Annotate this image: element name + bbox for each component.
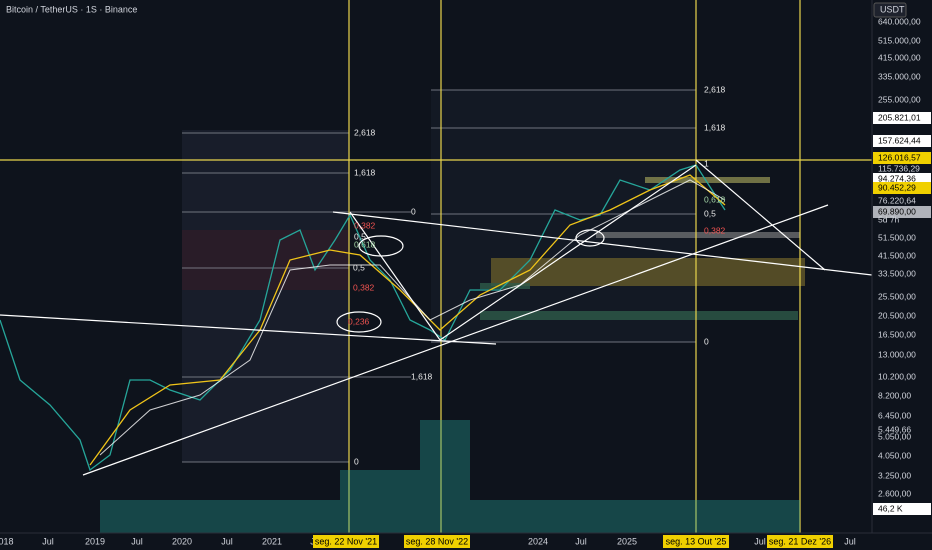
fib-label: 0,382 [354,220,376,230]
price-tag-label: 5d 7h [878,214,900,224]
price-label: 3.250,00 [878,470,911,480]
price-tag-label: 90.452,29 [878,182,916,192]
price-tag-label: 46,2 K [878,503,903,513]
price-path [0,164,726,472]
price-label: 640.000,00 [878,16,921,26]
price-label: 415.000,00 [878,52,921,62]
fib-label: 0 [704,336,709,346]
fib-label: 2,618 [704,84,726,94]
fib-band [182,230,349,290]
moving-average [89,174,726,466]
price-label: 6.450,00 [878,410,911,420]
fib-lines [182,89,696,463]
volume [100,420,800,533]
time-tag-label: seg. 13 Out '25 [666,536,727,546]
price-label: 16.500,00 [878,329,916,339]
price-axis [872,0,932,550]
time-label: 2024 [528,536,548,546]
time-label: Jul [42,536,54,546]
time-tag [404,535,470,548]
time-label: 2019 [85,536,105,546]
time-label: Jul [754,536,766,546]
price-label: 2.600,00 [878,488,911,498]
price-tag [873,503,931,515]
fib-label: 0,618 [354,239,376,249]
fib-label: 1,618 [704,122,726,132]
trend-lines [0,159,873,476]
zone [480,311,798,320]
price-label: 41.500,00 [878,250,916,260]
time-tag [767,535,833,548]
currency: USDT [880,4,905,14]
fib-label: 0,618 [704,194,726,204]
price-tag [873,135,931,147]
price-tag-label: 157.624,44 [878,135,921,145]
price-label: 10.200,00 [878,371,916,381]
price-tag [873,206,931,218]
time-tag-label: seg. 22 Nov '21 [315,536,377,546]
price-label: 33.500,00 [878,268,916,278]
price-label: 13.000,00 [878,349,916,359]
zone [480,283,530,289]
time-label: 018 [0,536,14,546]
fib-label: 0,236 [348,316,370,326]
price-label: 51.500,00 [878,232,916,242]
price-label: 115.736,29 [878,163,920,173]
price-label: 515.000,00 [878,35,921,45]
fib-label: 1,618 [411,371,433,381]
title: Bitcoin / TetherUS · 1S · Binance [6,4,137,14]
time-tag-label: seg. 21 Dez '26 [769,536,831,546]
price-label: 20.500,00 [878,310,916,320]
time-label: 2021 [262,536,282,546]
fib-label: 1 [704,158,709,168]
price-tag-label: 94.274,36 [878,173,916,183]
time-label: Jul [575,536,587,546]
price-tag [873,182,931,194]
price-label: 25.500,00 [878,291,916,301]
fib-label: 2,618 [354,127,376,137]
price-tag [873,152,931,164]
zone [491,258,805,286]
zone [645,177,770,183]
time-label: Jul [131,536,143,546]
price-label: 8.200,00 [878,390,911,400]
price-tag-label: 69.890,00 [878,206,916,216]
fib-label: 0,5 [704,208,716,218]
fib-label: 0,5 [353,262,365,272]
fib-label: 0 [354,456,359,466]
price-tag-label: 205.821,01 [878,112,921,122]
zone [596,232,800,238]
time-label: 2025 [617,536,637,546]
fib-label: 0,382 [704,225,726,235]
currency-box [873,2,907,18]
price-label: 4.050,00 [878,450,911,460]
price-label: 5.050,00 [878,431,911,441]
fib-label: 1,618 [354,167,376,177]
price-tag-label: 126.016,57 [878,152,921,162]
price-label: 255.000,00 [878,94,921,104]
time-label: 2020 [172,536,192,546]
fib-label: 0 [411,206,416,216]
price-label: 76.220,64 [878,195,916,205]
fib-label: 0,5 [354,231,366,241]
time-label: Jul [844,536,856,546]
fib-label: 0,382 [353,282,375,292]
price-tag [873,112,931,124]
time-tag [313,535,379,548]
price-label: 5.449,66 [878,424,911,434]
circles [336,229,605,333]
time-label: Jul [221,536,233,546]
time-tag [663,535,729,548]
price-label: 335.000,00 [878,71,921,81]
time-tag-label: seg. 28 Nov '22 [406,536,468,546]
